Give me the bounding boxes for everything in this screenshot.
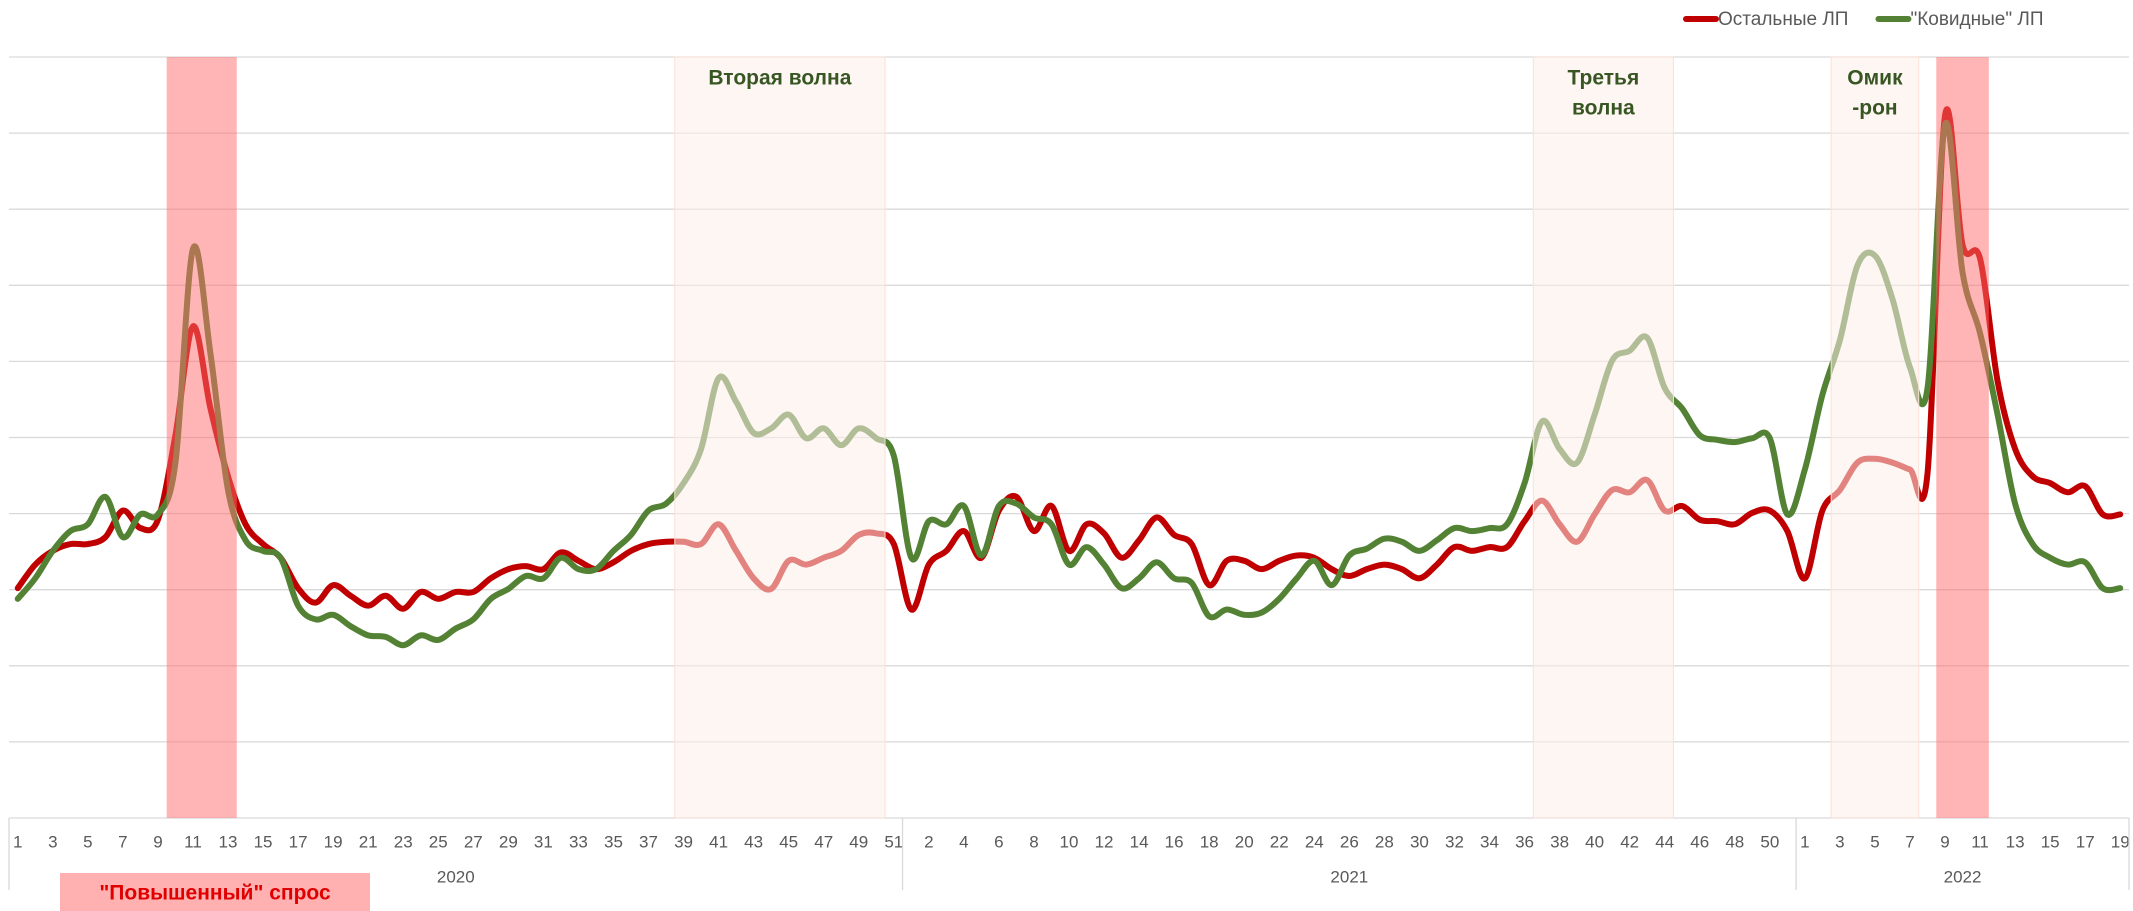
- series-line: [14, 106, 2124, 613]
- highlight-band: [166, 57, 237, 818]
- x-tick-label: 7: [1905, 832, 1914, 851]
- x-tick-label: 25: [429, 832, 448, 851]
- x-tick-label: 20: [1235, 832, 1254, 851]
- x-tick-label: 12: [1095, 832, 1114, 851]
- x-tick-label: 2: [924, 832, 933, 851]
- x-tick-label: 29: [499, 832, 518, 851]
- x-tick-label: 22: [1270, 832, 1289, 851]
- x-tick-label: 19: [2111, 832, 2130, 851]
- x-tick-label: 11: [184, 832, 202, 851]
- x-tick-label: 6: [994, 832, 1003, 851]
- band-legend-label: "Повышенный" спрос: [99, 882, 331, 905]
- series-line: [14, 119, 2124, 649]
- x-tick-label: 13: [219, 832, 238, 851]
- x-tick-label: 23: [394, 832, 413, 851]
- legend-label: Остальные ЛП: [1718, 9, 1848, 30]
- x-tick-label: 24: [1305, 832, 1324, 851]
- x-tick-label: 9: [1940, 832, 1949, 851]
- x-tick-label: 7: [118, 832, 127, 851]
- x-tick-label: 44: [1655, 832, 1674, 851]
- x-tick-label: 17: [2076, 832, 2095, 851]
- x-tick-label: 48: [1725, 832, 1744, 851]
- x-tick-label: 8: [1029, 832, 1038, 851]
- x-tick-label: 28: [1375, 832, 1394, 851]
- x-tick-label: 31: [534, 832, 553, 851]
- x-tick-label: 30: [1410, 832, 1429, 851]
- x-tick-label: 21: [359, 832, 378, 851]
- band-label: Вторая волна: [708, 67, 851, 90]
- x-tick-label: 27: [464, 832, 483, 851]
- x-tick-label: 4: [959, 832, 968, 851]
- x-tick-label: 35: [604, 832, 623, 851]
- year-label: 2021: [1330, 867, 1368, 886]
- highlight-band: [674, 56, 886, 819]
- x-tick-label: 38: [1550, 832, 1569, 851]
- x-tick-label: 17: [289, 832, 308, 851]
- x-tick-label: 51: [884, 832, 903, 851]
- x-tick-label: 37: [639, 832, 658, 851]
- x-tick-label: 45: [779, 832, 798, 851]
- x-tick-label: 10: [1060, 832, 1079, 851]
- x-tick-label: 49: [849, 832, 868, 851]
- x-tick-label: 39: [674, 832, 693, 851]
- legend-label: "Ковидные" ЛП: [1910, 9, 2043, 30]
- x-tick-label: 3: [1835, 832, 1844, 851]
- band-label: волна: [1572, 97, 1635, 120]
- highlight-band: [1936, 57, 1989, 818]
- x-tick-label: 3: [48, 832, 57, 851]
- band-label: Омик: [1847, 67, 1903, 90]
- x-tick-label: 1: [13, 832, 22, 851]
- x-tick-label: 47: [814, 832, 833, 851]
- x-tick-label: 16: [1165, 832, 1184, 851]
- x-tick-label: 19: [324, 832, 343, 851]
- x-tick-label: 15: [2041, 832, 2060, 851]
- x-tick-label: 46: [1690, 832, 1709, 851]
- x-tick-label: 36: [1515, 832, 1534, 851]
- x-tick-label: 5: [83, 832, 92, 851]
- x-tick-label: 13: [2006, 832, 2025, 851]
- highlight-band: [1532, 56, 1674, 819]
- x-tick-label: 18: [1200, 832, 1219, 851]
- x-tick-label: 40: [1585, 832, 1604, 851]
- band-legend-box: [60, 873, 370, 911]
- year-label: 2020: [437, 867, 475, 886]
- x-tick-label: 1: [1800, 832, 1809, 851]
- highlight-band: [1830, 56, 1920, 819]
- year-label: 2022: [1944, 867, 1982, 886]
- x-tick-label: 15: [254, 832, 273, 851]
- band-label: -рон: [1852, 97, 1897, 120]
- x-tick-label: 41: [709, 832, 728, 851]
- x-tick-label: 11: [1971, 832, 1989, 851]
- x-tick-label: 26: [1340, 832, 1359, 851]
- x-tick-label: 50: [1760, 832, 1779, 851]
- x-tick-label: 33: [569, 832, 588, 851]
- x-tick-label: 14: [1130, 832, 1149, 851]
- x-tick-label: 5: [1870, 832, 1879, 851]
- x-tick-label: 42: [1620, 832, 1639, 851]
- x-tick-label: 32: [1445, 832, 1464, 851]
- x-tick-label: 43: [744, 832, 763, 851]
- band-label: Третья: [1568, 67, 1640, 90]
- x-tick-label: 34: [1480, 832, 1499, 851]
- x-tick-label: 9: [153, 832, 162, 851]
